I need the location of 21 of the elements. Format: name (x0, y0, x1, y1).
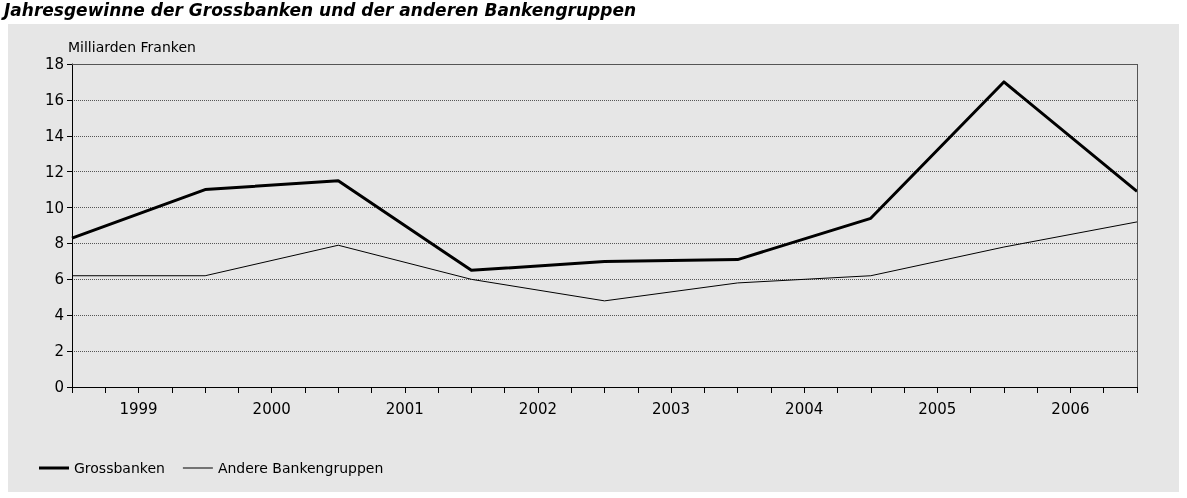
x-tick-label: 2001 (385, 399, 424, 418)
y-tick-label: 4 (54, 306, 64, 325)
y-tick-label: 10 (44, 198, 64, 217)
y-tick-label: 0 (54, 378, 64, 396)
x-tick-label: 1999 (119, 399, 158, 418)
y-tick-label: 18 (44, 55, 64, 73)
y-axis-title: Milliarden Franken (68, 39, 196, 55)
x-tick-label: 2004 (785, 399, 824, 418)
x-tick-label: 2003 (651, 399, 691, 418)
y-tick-label: 14 (44, 126, 64, 145)
x-tick-label: 2005 (918, 399, 957, 418)
y-tick-label: 2 (54, 342, 64, 361)
legend-label: Andere Bankengruppen (217, 460, 384, 476)
x-tick-label: 2006 (1051, 399, 1090, 418)
y-tick-label: 12 (44, 162, 64, 181)
y-tick-label: 8 (54, 234, 64, 253)
y-tick-label: 6 (54, 270, 64, 289)
x-tick-label: 2000 (252, 399, 291, 418)
legend-label: Grossbanken (74, 460, 165, 476)
x-tick-label: 2002 (518, 399, 558, 418)
y-tick-label: 16 (44, 90, 64, 109)
